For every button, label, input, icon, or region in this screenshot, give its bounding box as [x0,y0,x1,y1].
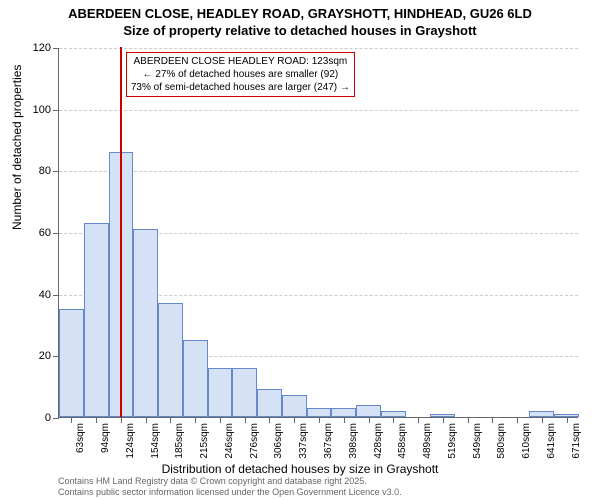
x-tick-label: 215sqm [199,423,210,459]
x-tick [294,417,295,423]
footer-line2: Contains public sector information licen… [58,487,402,497]
x-tick [369,417,370,423]
x-tick-label: 671sqm [571,423,582,459]
x-tick [269,417,270,423]
y-axis-title: Number of detached properties [10,65,24,230]
bar [59,309,84,417]
y-tick-label: 120 [33,42,51,54]
footer-line1: Contains HM Land Registry data © Crown c… [58,476,367,486]
bar [158,303,183,417]
y-tick-label: 80 [39,165,51,177]
x-tick-label: 94sqm [100,423,111,453]
bar [133,229,158,417]
marker-line [120,47,122,417]
x-tick-label: 337sqm [298,423,309,459]
grid-line [59,171,578,172]
grid-line [59,110,578,111]
bar [84,223,109,417]
annotation-box: ABERDEEN CLOSE HEADLEY ROAD: 123sqm ← 27… [126,52,355,97]
x-tick-label: 154sqm [150,423,161,459]
bar [282,395,307,417]
y-tick-label: 0 [45,412,51,424]
bar [307,408,332,417]
y-tick [53,171,59,172]
x-tick [195,417,196,423]
annotation-line3: 73% of semi-detached houses are larger (… [131,82,350,93]
y-tick [53,418,59,419]
x-tick [393,417,394,423]
plot-area: ABERDEEN CLOSE HEADLEY ROAD: 123sqm ← 27… [58,48,578,418]
x-tick [344,417,345,423]
bar [232,368,257,417]
x-tick [96,417,97,423]
y-tick-label: 20 [39,350,51,362]
x-tick [468,417,469,423]
x-tick [319,417,320,423]
x-tick [71,417,72,423]
x-tick-label: 428sqm [373,423,384,459]
footer-text: Contains HM Land Registry data © Crown c… [58,476,402,498]
x-tick-label: 306sqm [273,423,284,459]
title-line1: ABERDEEN CLOSE, HEADLEY ROAD, GRAYSHOTT,… [68,6,532,21]
x-tick-label: 549sqm [472,423,483,459]
x-tick [146,417,147,423]
x-tick [121,417,122,423]
x-tick [567,417,568,423]
x-tick-label: 367sqm [323,423,334,459]
bar [257,389,282,417]
y-tick-label: 40 [39,289,51,301]
x-tick [542,417,543,423]
bar [331,408,356,417]
y-tick-label: 100 [33,104,51,116]
x-tick [245,417,246,423]
title-line2: Size of property relative to detached ho… [123,23,476,38]
bar [356,405,381,417]
x-tick [220,417,221,423]
x-tick-label: 610sqm [521,423,532,459]
y-tick-label: 60 [39,227,51,239]
x-tick-label: 398sqm [348,423,359,459]
x-tick-label: 489sqm [422,423,433,459]
x-tick-label: 124sqm [125,423,136,459]
y-tick [53,233,59,234]
x-tick [517,417,518,423]
y-tick [53,48,59,49]
x-tick [492,417,493,423]
annotation-line2: ← 27% of detached houses are smaller (92… [143,69,339,80]
x-tick-label: 458sqm [397,423,408,459]
x-tick-label: 519sqm [447,423,458,459]
bar [208,368,233,417]
x-tick-label: 185sqm [174,423,185,459]
y-tick [53,110,59,111]
x-tick-label: 641sqm [546,423,557,459]
grid-line [59,48,578,49]
x-tick-label: 580sqm [496,423,507,459]
x-tick-label: 276sqm [249,423,260,459]
bar [183,340,208,417]
x-tick [443,417,444,423]
y-tick [53,295,59,296]
chart-container: ABERDEEN CLOSE, HEADLEY ROAD, GRAYSHOTT,… [0,0,600,500]
x-axis-title: Distribution of detached houses by size … [0,462,600,476]
x-tick-label: 63sqm [75,423,86,453]
chart-title: ABERDEEN CLOSE, HEADLEY ROAD, GRAYSHOTT,… [0,6,600,40]
x-tick [418,417,419,423]
x-tick [170,417,171,423]
annotation-line1: ABERDEEN CLOSE HEADLEY ROAD: 123sqm [133,56,347,67]
x-tick-label: 246sqm [224,423,235,459]
